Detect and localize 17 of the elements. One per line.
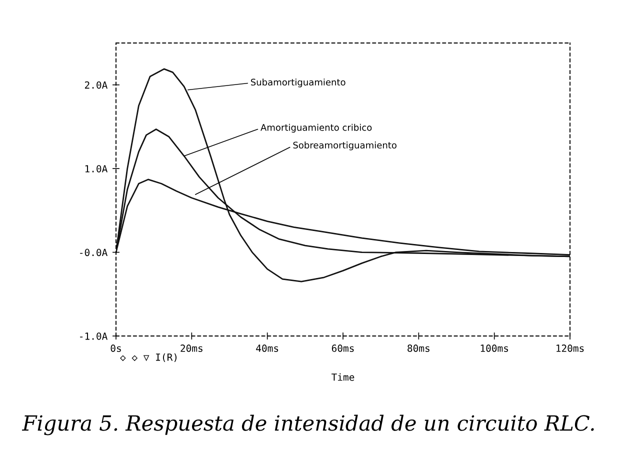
x-tick-label: 0s	[110, 344, 121, 352]
x-tick-label: 20ms	[180, 344, 202, 352]
x-axis-title: Time	[332, 373, 354, 381]
y-tick-label: 1.0A	[85, 165, 108, 172]
y-tick-label: -0.0A	[80, 248, 108, 256]
annotation: Amortiguamiento cribico	[260, 124, 372, 133]
x-tick-label: 40ms	[256, 344, 278, 352]
x-tick-label: 120ms	[556, 344, 584, 352]
annotation: Sobreamortiguamiento	[293, 142, 396, 150]
annotation: Subamortiguamiento	[250, 78, 346, 88]
text: ◇ ◇ ▽ I(R)	[120, 353, 177, 362]
x-tick-label: 100ms	[480, 344, 508, 352]
text: Figura 5. Respuesta de intensidad de un circuito RLC.	[22, 414, 594, 436]
x-tick-label: 60ms	[332, 344, 354, 352]
x-tick-label: 80ms	[408, 344, 430, 352]
y-tick-label: 2.0A	[84, 81, 108, 89]
y-tick-label: -1.0A	[80, 332, 108, 340]
